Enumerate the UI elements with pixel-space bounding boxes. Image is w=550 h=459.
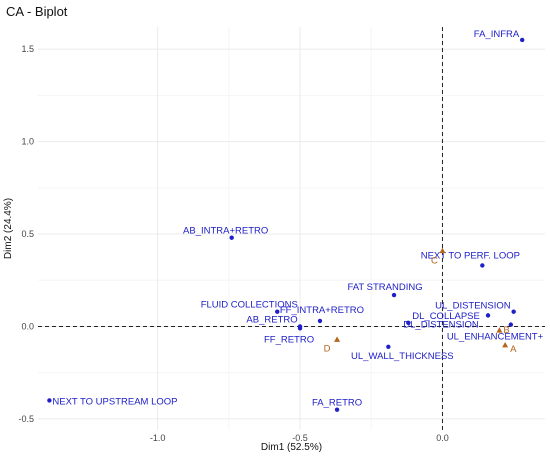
row-point: [496, 327, 503, 333]
column-point-label: FLUID COLLECTIONS: [201, 300, 298, 311]
chart-title: CA - Biplot: [6, 4, 68, 19]
column-point-label: NEXT TO PERF. LOOP: [421, 250, 520, 261]
row-point: [502, 341, 509, 348]
reference-lines: [38, 27, 545, 430]
column-point-label: FAT STRANDING: [347, 282, 422, 293]
column-point-label: FA_INFRA: [474, 29, 520, 40]
x-tick-label: -1.0: [150, 433, 166, 443]
y-tick-label: 1.0: [21, 137, 34, 147]
y-axis-title: Dim2 (24.4%): [3, 198, 14, 259]
column-point: [406, 320, 411, 325]
column-point: [511, 309, 516, 314]
row-point-label: A: [510, 344, 517, 355]
column-point: [275, 309, 280, 314]
row-point-label: B: [503, 325, 509, 336]
x-tick-label: -0.5: [292, 433, 308, 443]
column-point-label: DL_COLLAPSE: [412, 311, 480, 322]
x-tick-label: 0.0: [436, 433, 449, 443]
column-point-label: UL_WALL_THICKNESS: [351, 351, 454, 362]
column-point: [47, 398, 52, 403]
column-point: [485, 313, 491, 318]
tick-labels: -1.0 -0.5 0.0 -0.5 0.0 0.5 1.0 1.5: [18, 44, 448, 443]
column-point-label: UL_DISTENSION: [435, 301, 511, 312]
column-point-label: AB_RETRO: [246, 314, 297, 325]
column-point-label: DL_DISTENSION: [403, 319, 479, 330]
column-point-label: FA_RETRO: [312, 398, 362, 409]
column-point-label: AB_INTRA+RETRO: [183, 226, 268, 237]
column-point: [229, 235, 234, 240]
column-point: [520, 37, 525, 43]
column-point: [334, 407, 340, 412]
x-axis-title: Dim1 (52.5%): [261, 442, 322, 453]
column-point: [391, 292, 397, 298]
row-point-label: C: [431, 256, 438, 267]
column-point-label: FF_RETRO: [264, 334, 314, 345]
row-point-label: D: [324, 343, 331, 354]
column-point-label: NEXT TO UPSTREAM LOOP: [52, 396, 177, 407]
column-point-label: UL_ENHANCEMENT+: [447, 332, 544, 343]
column-point: [297, 326, 303, 331]
y-tick-label: -0.5: [18, 414, 34, 424]
y-tick-label: 0.5: [21, 229, 34, 239]
y-tick-label: 0.0: [21, 321, 34, 331]
column-point: [317, 318, 323, 324]
row-point: [334, 336, 341, 342]
points-layer: FA_INFRA AB_INTRA+RETRO NEXT TO PERF. LOOP…: [47, 29, 544, 412]
column-point: [480, 263, 485, 268]
grid-layer: [38, 27, 545, 430]
column-point: [508, 322, 514, 327]
y-tick-label: 1.5: [21, 44, 34, 54]
column-point: [386, 344, 391, 350]
row-point: [439, 247, 446, 254]
column-point-label: FF_INTRA+RETRO: [280, 305, 364, 316]
